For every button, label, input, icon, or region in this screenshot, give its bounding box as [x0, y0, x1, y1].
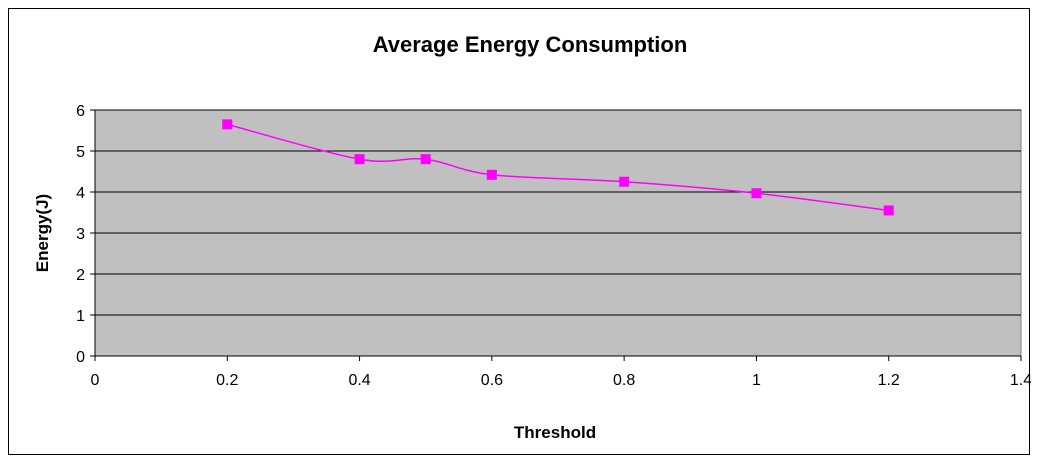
x-axis-label: Threshold: [514, 423, 596, 442]
x-tick-label: 1.2: [878, 372, 900, 389]
x-tick-label: 1.4: [1010, 372, 1031, 389]
data-point-marker: [222, 119, 233, 130]
chart-title: Average Energy Consumption: [373, 32, 688, 57]
chart-frame: Average Energy Consumption 0 1 2 3 4 5 6 0 0.2 0.…: [8, 8, 1031, 455]
y-tick-label: 5: [76, 144, 85, 161]
data-point-marker: [883, 205, 894, 216]
y-tick-label: 0: [76, 349, 85, 366]
data-point-marker: [619, 176, 630, 187]
x-tick-label: 0.6: [481, 372, 503, 389]
x-tick-label: 0.2: [216, 372, 238, 389]
data-point-marker: [486, 169, 497, 180]
gridlines: [95, 109, 1021, 316]
tick-labels: 0 1 2 3 4 5 6 0 0.2 0.4 0.6 0.8 1 1.2 1.4: [76, 103, 1031, 389]
y-tick-label: 2: [76, 267, 85, 284]
y-tick-label: 6: [76, 103, 85, 120]
x-tick-label: 0: [91, 372, 100, 389]
y-tick-label: 3: [76, 226, 85, 243]
axes: [90, 109, 1022, 361]
data-point-marker: [751, 188, 762, 199]
y-tick-label: 1: [76, 308, 85, 325]
data-point-marker: [420, 154, 431, 165]
x-tick-label: 0.8: [613, 372, 635, 389]
data-point-marker: [354, 154, 365, 165]
line-chart: Average Energy Consumption 0 1 2 3 4 5 6 0 0.2 0.…: [33, 32, 1031, 442]
x-tick-label: 1: [752, 372, 761, 389]
y-axis-label: Energy(J): [33, 194, 52, 272]
y-tick-label: 4: [76, 185, 85, 202]
x-tick-label: 0.4: [348, 372, 370, 389]
series-layer: [222, 119, 894, 216]
